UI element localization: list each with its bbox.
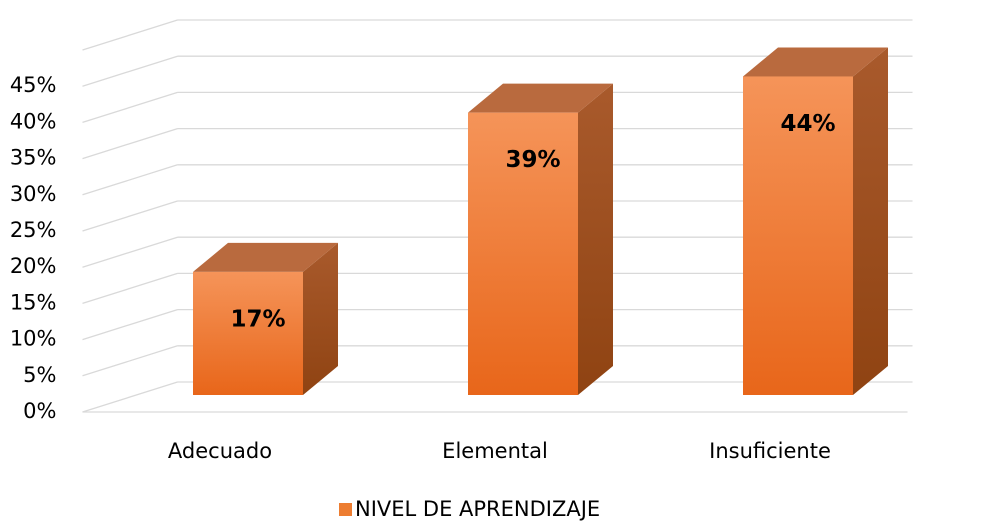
grid-line — [82, 272, 178, 305]
bar-side — [303, 242, 338, 395]
grid-line — [82, 127, 178, 160]
x-tick-label: Elemental — [442, 439, 548, 463]
grid-line — [82, 91, 178, 124]
bar — [468, 112, 578, 395]
bar — [193, 271, 303, 395]
bar-top — [743, 47, 888, 77]
bar-side — [578, 83, 613, 395]
y-tick-label: 5% — [23, 363, 56, 387]
legend-label: NIVEL DE APRENDIZAJE — [355, 497, 600, 521]
grid-line — [82, 381, 178, 413]
grid-line — [82, 236, 178, 268]
y-tick-label: 0% — [23, 399, 56, 423]
data-label: 44% — [780, 111, 835, 137]
bar-top — [468, 83, 613, 113]
grid-line — [82, 19, 178, 51]
y-tick-label: 15% — [10, 290, 57, 314]
grid-line — [82, 345, 178, 377]
bar-side — [853, 47, 888, 395]
legend-swatch — [339, 503, 352, 516]
y-tick-label: 20% — [10, 254, 57, 278]
grid-line — [82, 55, 178, 87]
y-tick-label: 25% — [10, 218, 57, 242]
y-tick-label: 35% — [10, 146, 57, 170]
data-label: 39% — [505, 147, 560, 173]
grid-line — [82, 308, 178, 341]
bar-top — [193, 242, 338, 272]
bar — [743, 76, 853, 395]
x-tick-label: Insuficiente — [709, 439, 831, 463]
grid-line — [82, 200, 178, 232]
grid-line — [82, 164, 178, 196]
y-tick-label: 45% — [10, 73, 57, 97]
y-tick-label: 40% — [10, 109, 57, 133]
y-tick-label: 10% — [10, 327, 57, 351]
x-tick-label: Adecuado — [168, 439, 272, 463]
data-label: 17% — [230, 306, 285, 332]
y-tick-label: 30% — [10, 182, 57, 206]
